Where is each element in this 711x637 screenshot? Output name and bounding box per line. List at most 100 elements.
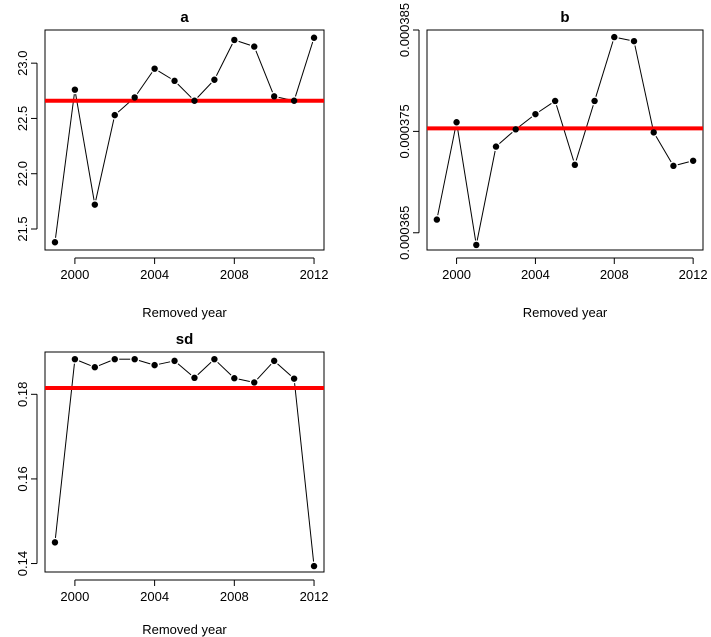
data-point: [51, 239, 59, 246]
data-point: [551, 97, 559, 105]
series-segment: [255, 50, 273, 93]
data-point: [171, 77, 178, 85]
y-tick-label: 22.5: [15, 106, 30, 131]
series-segment: [294, 383, 315, 562]
series-segment: [158, 361, 171, 365]
x-tick-label: 2012: [300, 267, 329, 282]
panel-a: a 2000 2004 2008 2012 Removed year 21.5 22.0 22.…: [15, 9, 328, 320]
data-point: [111, 355, 118, 363]
data-point: [310, 34, 318, 41]
x-tick-label: 2012: [300, 589, 329, 604]
x-tick-label: 2000: [442, 267, 471, 282]
data-point: [91, 364, 99, 371]
y-tick-label: 0.000365: [397, 206, 412, 260]
x-tick-label: 2000: [60, 267, 89, 282]
y-tick-label: 22.0: [15, 161, 30, 186]
series-segment: [655, 136, 672, 163]
series-segment: [499, 131, 513, 145]
data-point: [290, 375, 298, 382]
data-point: [131, 94, 138, 101]
series-segment: [238, 40, 251, 46]
series-segment: [177, 363, 192, 376]
data-point: [151, 65, 158, 72]
series-segment: [95, 119, 115, 201]
data-point: [630, 37, 638, 45]
data-point: [650, 129, 657, 136]
data-point: [191, 374, 198, 382]
data-point: [111, 111, 118, 119]
series-segment: [75, 94, 95, 201]
series-segment: [634, 45, 654, 129]
data-point: [492, 143, 500, 150]
series-segment: [437, 126, 457, 216]
y-tick-label: 21.5: [15, 216, 30, 241]
series-segment: [197, 361, 212, 376]
data-point: [512, 126, 519, 133]
data-point: [191, 97, 198, 104]
data-point: [310, 562, 318, 570]
series-segment: [98, 360, 111, 367]
x-tick-label: 2004: [521, 267, 550, 282]
data-point: [689, 157, 697, 164]
data-point: [251, 43, 258, 50]
x-axis-label: Removed year: [142, 622, 227, 637]
series-segment: [136, 72, 153, 95]
series-segment: [538, 103, 552, 113]
plot-frame: [44, 29, 325, 251]
data-point: [473, 241, 480, 249]
x-tick-label: 2000: [60, 589, 89, 604]
series-segment: [138, 359, 151, 365]
x-tick-label: 2004: [140, 267, 169, 282]
data-point: [91, 201, 99, 208]
y-tick-label: 0.000385: [397, 3, 412, 57]
series-segment: [677, 161, 689, 166]
data-point: [71, 86, 79, 93]
series-segment: [277, 363, 292, 377]
x-tick-label: 2008: [220, 589, 249, 604]
data-point: [231, 36, 238, 44]
panel-b: b 2000 2004 2008 2012 Removed year 0.000365 0.0…: [397, 3, 708, 320]
plot-frame: [426, 29, 704, 251]
data-point: [433, 216, 441, 223]
data-point: [670, 162, 677, 170]
series-segment: [555, 105, 575, 161]
data-point: [211, 355, 218, 363]
series-segment: [54, 363, 75, 538]
data-point: [151, 361, 158, 369]
x-tick-label: 2012: [679, 267, 708, 282]
series-segment: [78, 360, 91, 367]
series-segment: [456, 126, 477, 241]
data-point: [171, 357, 178, 365]
series-segment: [238, 378, 250, 383]
data-point: [51, 539, 59, 546]
chart-title: a: [180, 9, 189, 26]
x-tick-label: 2008: [600, 267, 629, 282]
series-segment: [476, 150, 496, 241]
series-segment: [256, 363, 272, 380]
data-point: [231, 375, 238, 382]
data-point: [270, 93, 278, 100]
y-tick-label: 23.0: [15, 51, 30, 76]
series-segment: [575, 105, 594, 161]
chart-title: sd: [176, 331, 194, 348]
y-tick-label: 0.18: [15, 382, 30, 407]
series-segment: [177, 83, 192, 98]
data-point: [290, 97, 298, 104]
series-segment: [217, 361, 232, 376]
y-tick-label: 0.16: [15, 466, 30, 491]
series-segment: [197, 82, 212, 98]
x-tick-label: 2008: [220, 267, 249, 282]
data-point: [270, 357, 278, 365]
data-point: [71, 355, 79, 363]
panel-sd: sd 2000 2004 2008 2012 Removed year 0.14 0.16 0.…: [15, 331, 328, 637]
data-point: [571, 161, 579, 169]
data-point: [211, 76, 218, 83]
x-axis-label: Removed year: [142, 305, 227, 320]
chart-title: b: [560, 9, 569, 26]
series-segment: [618, 37, 630, 41]
y-tick-label: 0.000375: [397, 104, 412, 158]
x-axis-label: Removed year: [523, 305, 608, 320]
series-segment: [518, 116, 533, 128]
series-segment: [215, 43, 233, 76]
